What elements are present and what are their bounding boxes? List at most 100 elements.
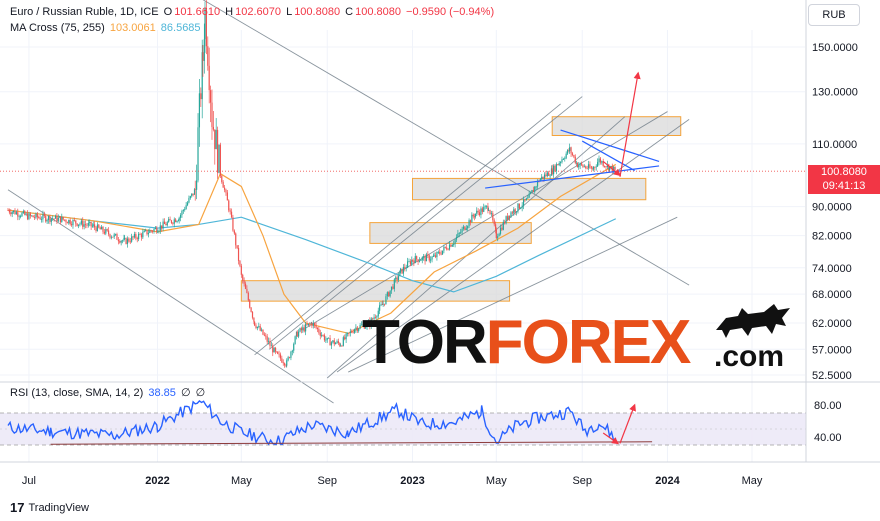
candle-body	[192, 193, 194, 195]
candle-body	[21, 213, 23, 217]
candle-body	[525, 198, 527, 201]
candle-body	[382, 303, 384, 305]
candle-body	[392, 286, 394, 289]
candle-body	[483, 207, 485, 212]
candle-body	[175, 219, 177, 223]
rsi-title: RSI (13, close, SMA, 14, 2)	[10, 387, 144, 399]
candle-body	[70, 224, 73, 226]
candle-body	[339, 343, 341, 346]
candle-body	[586, 167, 588, 169]
symbol-legend[interactable]: Euro / Russian Ruble, 1D, ICE O 101.6610 …	[10, 6, 496, 18]
candle-body	[339, 345, 342, 347]
tradingview-footer[interactable]: 17 TradingView	[10, 500, 89, 515]
candle-body	[480, 208, 482, 216]
candle-body	[439, 251, 441, 254]
candle-body	[592, 166, 595, 170]
candle-body	[576, 162, 578, 168]
candle-body	[92, 224, 94, 226]
candle-body	[135, 233, 137, 239]
candle-body	[181, 210, 183, 216]
ma-legend[interactable]: MA Cross (75, 255) 103.0061 86.5685	[10, 22, 203, 34]
candle-body	[377, 310, 379, 317]
candle-body	[95, 227, 97, 231]
candle-body	[561, 159, 563, 163]
candle-body	[285, 365, 287, 367]
candle-body	[504, 221, 506, 224]
candle-body	[113, 234, 115, 237]
candle-body	[223, 187, 226, 190]
candle-body	[434, 255, 437, 258]
candle-body	[571, 153, 574, 156]
candle-body	[39, 217, 41, 220]
candle-body	[614, 166, 616, 170]
candle-body	[579, 163, 581, 166]
candle-body	[201, 52, 203, 100]
up-channel-4	[305, 111, 668, 329]
tradingview-name: TradingView	[28, 501, 90, 514]
candle-body	[550, 168, 553, 176]
rsi-tick-label: 40.00	[814, 432, 842, 444]
candle-body	[53, 218, 55, 220]
candle-body	[405, 267, 407, 269]
candle-body	[143, 230, 145, 233]
up-channel-1	[254, 103, 561, 356]
candle-body	[191, 193, 193, 197]
candle-body	[211, 102, 213, 127]
candle-body	[46, 220, 48, 222]
candle-body	[353, 329, 356, 333]
candle-body	[109, 234, 111, 238]
candle-body	[226, 192, 228, 201]
candle-body	[106, 229, 108, 231]
x-tick-label: May	[486, 475, 507, 487]
candle-body	[602, 161, 604, 167]
candle-body	[433, 255, 435, 257]
rsi-legend[interactable]: RSI (13, close, SMA, 14, 2) 38.85 ∅ ∅	[10, 386, 207, 399]
y-tick-label: 110.0000	[812, 139, 857, 151]
high-label: H	[225, 6, 234, 18]
candle-body	[228, 200, 230, 211]
candle-body	[464, 226, 466, 230]
up-channel-2	[268, 96, 583, 350]
brand-tor: TOR	[362, 308, 488, 377]
candle-body	[528, 193, 530, 198]
candle-body	[59, 216, 61, 223]
candle-body	[542, 176, 544, 179]
candle-body	[421, 257, 423, 261]
candle-body	[145, 230, 147, 231]
candle-body	[116, 234, 118, 240]
candle-body	[531, 190, 533, 193]
candle-body	[532, 190, 534, 192]
candle-body	[65, 220, 67, 223]
forecast-up-arrow	[619, 71, 641, 177]
candle-body	[453, 243, 455, 245]
candle-body	[555, 164, 557, 171]
candle-body	[161, 225, 163, 229]
candle-body	[94, 224, 96, 228]
candle-body	[583, 166, 585, 168]
wedge-upper-line	[560, 129, 660, 162]
currency-button[interactable]: RUB	[808, 4, 860, 26]
candle-body	[505, 216, 507, 224]
candle-body	[565, 153, 567, 159]
candle-body	[495, 229, 497, 239]
candle-body	[270, 345, 272, 347]
candle-body	[209, 90, 212, 103]
candle-body	[219, 144, 221, 176]
candle-body	[128, 238, 130, 242]
wedge-apex-line	[581, 140, 635, 172]
close-value: 100.8080	[355, 6, 401, 18]
candle-body	[124, 238, 126, 239]
candle-body	[455, 237, 458, 240]
tradingview-logo-icon: 17	[10, 500, 25, 515]
candle-body	[424, 256, 426, 262]
candle-body	[458, 232, 460, 234]
y-tick-label: 52.5000	[812, 370, 852, 382]
candle-body	[457, 233, 459, 238]
candle-body	[465, 228, 467, 230]
candle-body	[570, 147, 572, 154]
candle-body	[360, 324, 363, 326]
candle-body	[487, 205, 489, 211]
candle-body	[358, 328, 360, 331]
candle-body	[388, 292, 390, 297]
